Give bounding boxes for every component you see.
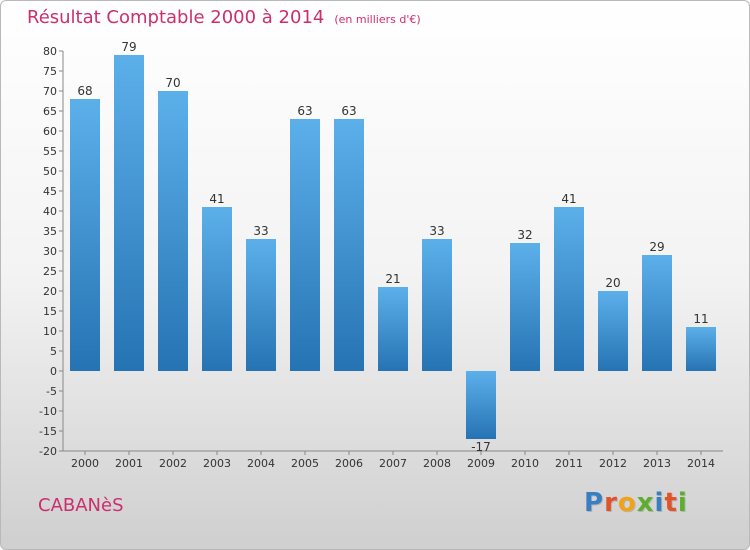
- y-tick-label: 55: [43, 145, 57, 158]
- x-tick-label: 2004: [247, 457, 275, 470]
- data-label-2008: 33: [429, 224, 444, 238]
- data-label-2006: 63: [341, 104, 356, 118]
- x-tick-label: 2011: [555, 457, 583, 470]
- chart-subtitle: (en milliers d'€): [334, 13, 421, 26]
- y-tick-label: 80: [43, 45, 57, 58]
- data-label-2014: 11: [693, 312, 708, 326]
- bar-2006: [334, 119, 364, 371]
- data-label-2009: -17: [471, 440, 491, 454]
- y-tick-label: 65: [43, 105, 57, 118]
- data-label-2005: 63: [297, 104, 312, 118]
- logo-letter: i: [677, 488, 688, 518]
- y-tick-label: 60: [43, 125, 57, 138]
- data-label-2001: 79: [121, 40, 136, 54]
- bar-2014: [686, 327, 716, 371]
- bar-2000: [70, 99, 100, 371]
- bar-2003: [202, 207, 232, 371]
- y-tick-label: -5: [46, 385, 57, 398]
- bar-2004: [246, 239, 276, 371]
- bar-2009: [466, 371, 496, 439]
- data-label-2002: 70: [165, 76, 180, 90]
- data-label-2007: 21: [385, 272, 400, 286]
- y-tick-label: 5: [50, 345, 57, 358]
- data-label-2013: 29: [649, 240, 664, 254]
- x-tick-label: 2009: [467, 457, 495, 470]
- x-tick-label: 2010: [511, 457, 539, 470]
- y-tick-label: 30: [43, 245, 57, 258]
- y-tick-label: -15: [39, 425, 57, 438]
- bar-2010: [510, 243, 540, 371]
- data-label-2012: 20: [605, 276, 620, 290]
- x-tick-label: 2014: [687, 457, 715, 470]
- logo-letter: x: [636, 488, 655, 518]
- x-tick-label: 2002: [159, 457, 187, 470]
- chart-bars: [70, 55, 716, 439]
- y-tick-label: -10: [39, 405, 57, 418]
- logo-letter: i: [654, 488, 665, 518]
- x-tick-label: 2003: [203, 457, 231, 470]
- bar-2008: [422, 239, 452, 371]
- x-tick-label: 2008: [423, 457, 451, 470]
- data-label-2003: 41: [209, 192, 224, 206]
- x-tick-label: 2005: [291, 457, 319, 470]
- y-tick-label: 70: [43, 85, 57, 98]
- x-tick-label: 2012: [599, 457, 627, 470]
- logo-letter: o: [617, 488, 637, 518]
- chart-title: Résultat Comptable 2000 à 2014 (en millie…: [27, 7, 421, 28]
- y-tick-label: 10: [43, 325, 57, 338]
- bar-2012: [598, 291, 628, 371]
- data-label-2011: 41: [561, 192, 576, 206]
- y-tick-label: 50: [43, 165, 57, 178]
- x-tick-label: 2001: [115, 457, 143, 470]
- data-label-2010: 32: [517, 228, 532, 242]
- x-tick-label: 2006: [335, 457, 363, 470]
- y-tick-label: 75: [43, 65, 57, 78]
- bar-2002: [158, 91, 188, 371]
- bar-2001: [114, 55, 144, 371]
- logo-letter: t: [664, 488, 678, 518]
- logo-letter: r: [604, 488, 618, 518]
- commune-name: CABANèS: [38, 495, 124, 516]
- bar-2013: [642, 255, 672, 371]
- x-tick-label: 2000: [71, 457, 99, 470]
- proxiti-logo: Proxiti: [584, 488, 688, 518]
- y-tick-label: 20: [43, 285, 57, 298]
- y-tick-label: 35: [43, 225, 57, 238]
- x-tick-label: 2013: [643, 457, 671, 470]
- y-tick-label: 40: [43, 205, 57, 218]
- data-label-2004: 33: [253, 224, 268, 238]
- y-tick-label: 45: [43, 185, 57, 198]
- chart-axes: 80757065605550454035302520151050-5-10-15…: [39, 45, 723, 470]
- y-tick-label: -20: [39, 445, 57, 458]
- x-tick-label: 2007: [379, 457, 407, 470]
- bar-2005: [290, 119, 320, 371]
- y-tick-label: 25: [43, 265, 57, 278]
- chart-data-labels: 68 79 70 41 33 63 63 21 33 -17 32 41 20 29 11: [77, 40, 708, 454]
- bar-2011: [554, 207, 584, 371]
- data-label-2000: 68: [77, 84, 92, 98]
- bar-2007: [378, 287, 408, 371]
- y-tick-label: 15: [43, 305, 57, 318]
- logo-letter: P: [584, 488, 605, 518]
- y-tick-label: 0: [50, 365, 57, 378]
- chart-title-text: Résultat Comptable 2000 à 2014: [27, 7, 325, 28]
